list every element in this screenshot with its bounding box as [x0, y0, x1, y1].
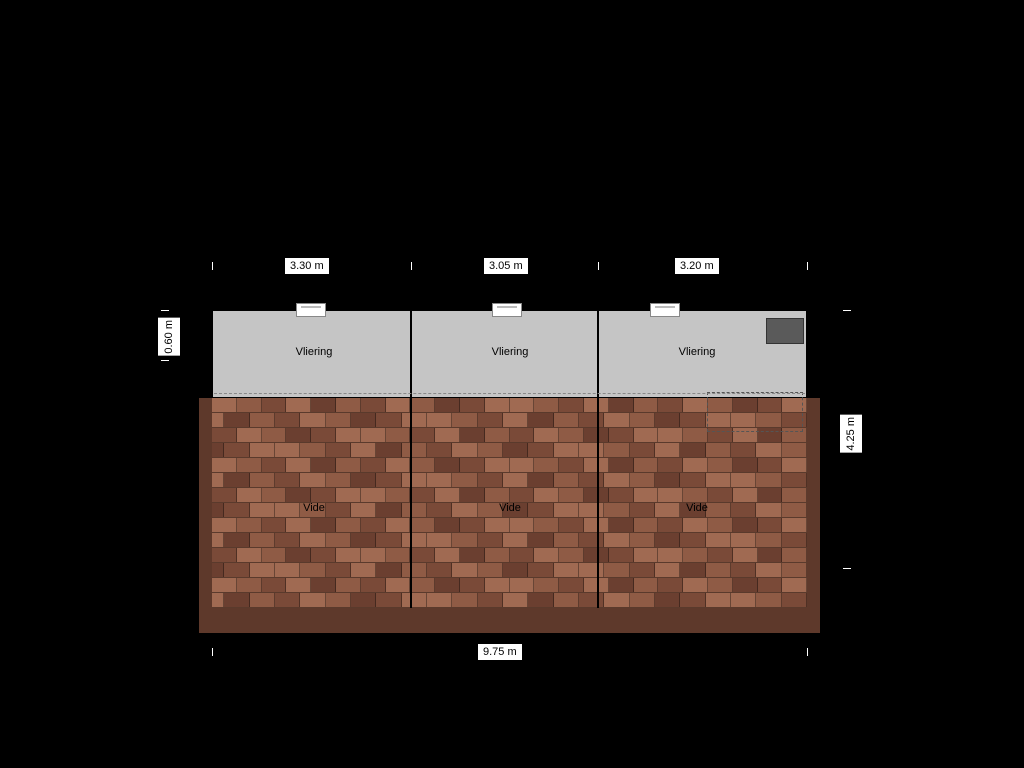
- dim-top-2: 3.05 m: [484, 258, 528, 274]
- label-vide-1: Vide: [303, 502, 325, 514]
- dim-tick: [161, 360, 169, 361]
- stair-hatch: [707, 392, 803, 432]
- dim-tick: [843, 568, 851, 569]
- dim-bottom: 9.75 m: [478, 644, 522, 660]
- dashed-line: [214, 393, 805, 395]
- wall-divider-2: [597, 398, 599, 608]
- dim-tick: [212, 648, 213, 656]
- skylight-1: [296, 303, 326, 317]
- dim-tick: [212, 262, 213, 270]
- label-vliering-3: Vliering: [679, 346, 716, 358]
- label-vliering-1: Vliering: [296, 346, 333, 358]
- label-vliering-2: Vliering: [492, 346, 529, 358]
- dim-top-1: 3.30 m: [285, 258, 329, 274]
- dim-tick: [807, 262, 808, 270]
- skylight-2: [492, 303, 522, 317]
- dim-tick: [843, 310, 851, 311]
- label-vide-3: Vide: [686, 502, 708, 514]
- dim-tick: [411, 262, 412, 270]
- dim-tick: [598, 262, 599, 270]
- wall-divider-1: [410, 398, 412, 608]
- dim-tick: [161, 310, 169, 311]
- dim-top-3: 3.20 m: [675, 258, 719, 274]
- utility-box: [766, 318, 804, 344]
- dim-left: 0.60 m: [158, 318, 180, 356]
- dim-right: 4.25 m: [840, 415, 862, 453]
- skylight-3: [650, 303, 680, 317]
- dim-tick: [807, 648, 808, 656]
- label-vide-2: Vide: [499, 502, 521, 514]
